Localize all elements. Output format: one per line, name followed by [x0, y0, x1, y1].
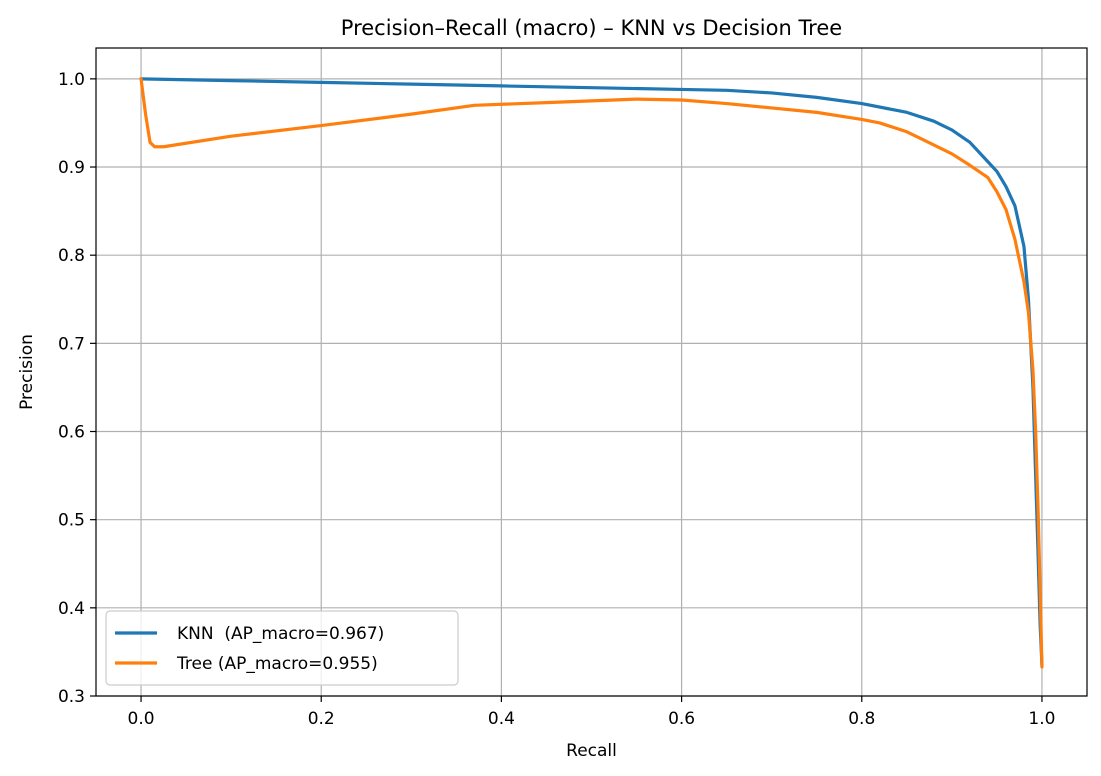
legend-label-tree: Tree (AP_macro=0.955)	[176, 654, 378, 674]
y-tick-label: 0.7	[58, 334, 85, 354]
x-tick-label: 0.0	[128, 709, 155, 729]
y-tick-label: 0.8	[58, 246, 85, 266]
y-axis-label: Precision	[17, 334, 37, 410]
grid	[96, 48, 1087, 697]
legend: KNN (AP_macro=0.967) Tree (AP_macro=0.955…	[105, 610, 459, 686]
series-line-tree	[139, 77, 1044, 669]
y-tick-label: 1.0	[58, 70, 85, 90]
x-tick-label: 1.0	[1028, 709, 1055, 729]
series-lines	[139, 77, 1044, 669]
axis-ticks: 0.0 0.2 0.4 0.6 0.8 1.0 0.3 0.4 0.5 0.6 0.7 0.8 0.9 1…	[58, 70, 1056, 729]
legend-label-knn: KNN (AP_macro=0.967)	[177, 624, 384, 644]
x-tick-label: 0.8	[848, 709, 875, 729]
y-tick-label: 0.6	[58, 423, 85, 443]
y-tick-label: 0.9	[58, 158, 85, 178]
y-tick-label: 0.4	[58, 599, 85, 619]
plot-frame	[95, 47, 1088, 697]
legend-box	[105, 610, 459, 686]
x-axis-label: Recall	[566, 741, 617, 761]
chart-title: Precision–Recall (macro) – KNN vs Decisi…	[341, 16, 842, 40]
y-tick-label: 0.3	[58, 687, 85, 707]
x-tick-label: 0.6	[668, 709, 695, 729]
x-tick-label: 0.2	[308, 709, 335, 729]
y-tick-label: 0.5	[58, 511, 85, 531]
x-tick-label: 0.4	[488, 709, 515, 729]
